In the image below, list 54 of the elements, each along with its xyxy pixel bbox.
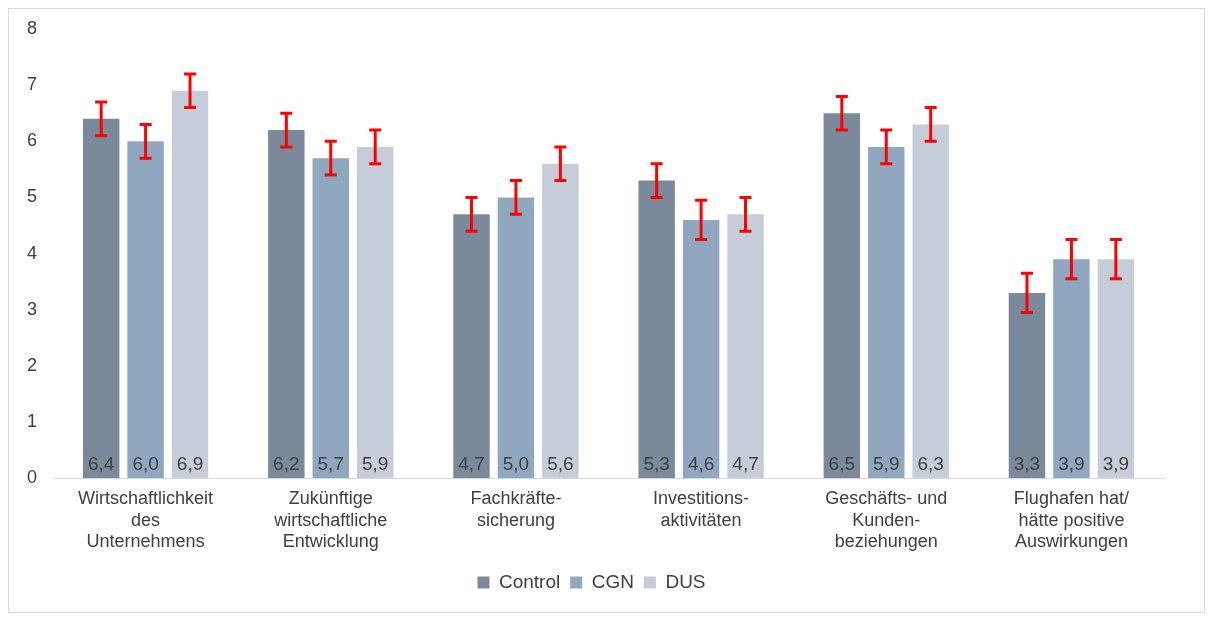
bar: [497, 197, 535, 479]
y-tick-label: 2: [27, 354, 38, 375]
bar: [1053, 259, 1090, 479]
data-label: 3,3: [1013, 452, 1041, 474]
data-label: 6,3: [917, 452, 944, 474]
bar: [638, 180, 675, 479]
bar: [823, 113, 861, 479]
x-tick-label: Wirtschaftlichkeit des Unternehmens: [78, 487, 214, 552]
y-tick-label: 1: [27, 411, 38, 432]
bar: [1097, 259, 1135, 479]
bar: [268, 130, 305, 479]
y-tick-label: 3: [27, 298, 38, 319]
data-label: 4,6: [687, 452, 715, 474]
bar: [727, 214, 764, 479]
x-tick-label: Fachkräfte-sicherung: [470, 487, 562, 530]
data-label: 4,7: [458, 452, 485, 474]
data-label: 5,9: [873, 452, 900, 474]
data-label: 6,4: [87, 452, 115, 474]
y-tick-label: 5: [27, 186, 38, 207]
bar: [127, 141, 164, 479]
data-label: 6,9: [176, 452, 204, 474]
data-label: 3,9: [1058, 452, 1085, 474]
legend-label: DUS: [665, 570, 706, 592]
data-label: 6,2: [273, 452, 300, 474]
y-tick-label: 8: [27, 17, 38, 38]
data-label: 4,7: [732, 452, 759, 474]
bar: [312, 158, 349, 479]
bar: [868, 146, 905, 479]
data-label: 6,0: [132, 452, 159, 474]
legend-label: CGN: [591, 570, 634, 592]
y-tick-label: 0: [27, 467, 38, 488]
bar: [912, 124, 949, 479]
legend-label: Control: [498, 570, 561, 592]
y-tick-label: 7: [27, 74, 38, 95]
data-label: 3,9: [1102, 452, 1130, 474]
x-tick-label: Geschäfts- und Kunden-beziehungen: [825, 487, 948, 552]
y-tick-label: 4: [27, 242, 38, 263]
data-label: 5,9: [361, 452, 389, 474]
x-tick-label: Investitions-aktivitäten: [653, 487, 750, 530]
y-tick-label: 6: [27, 130, 38, 151]
data-label: 5,7: [317, 452, 344, 474]
bar: [82, 118, 120, 479]
bar: [356, 146, 394, 479]
x-tick-label: Flughafen hat/ hätte positive Auswirkungen: [1013, 487, 1129, 552]
x-tick-label: Zukünftige wirtschaftliche Entwicklung: [273, 487, 388, 552]
bar: [542, 163, 579, 479]
bar: [682, 219, 720, 479]
data-label: 5,3: [643, 452, 670, 474]
bar: [1008, 292, 1046, 479]
data-label: 5,6: [547, 452, 574, 474]
bar: [171, 90, 209, 479]
data-label: 5,0: [502, 452, 530, 474]
bar: [453, 214, 490, 479]
data-label: 6,5: [828, 452, 856, 474]
